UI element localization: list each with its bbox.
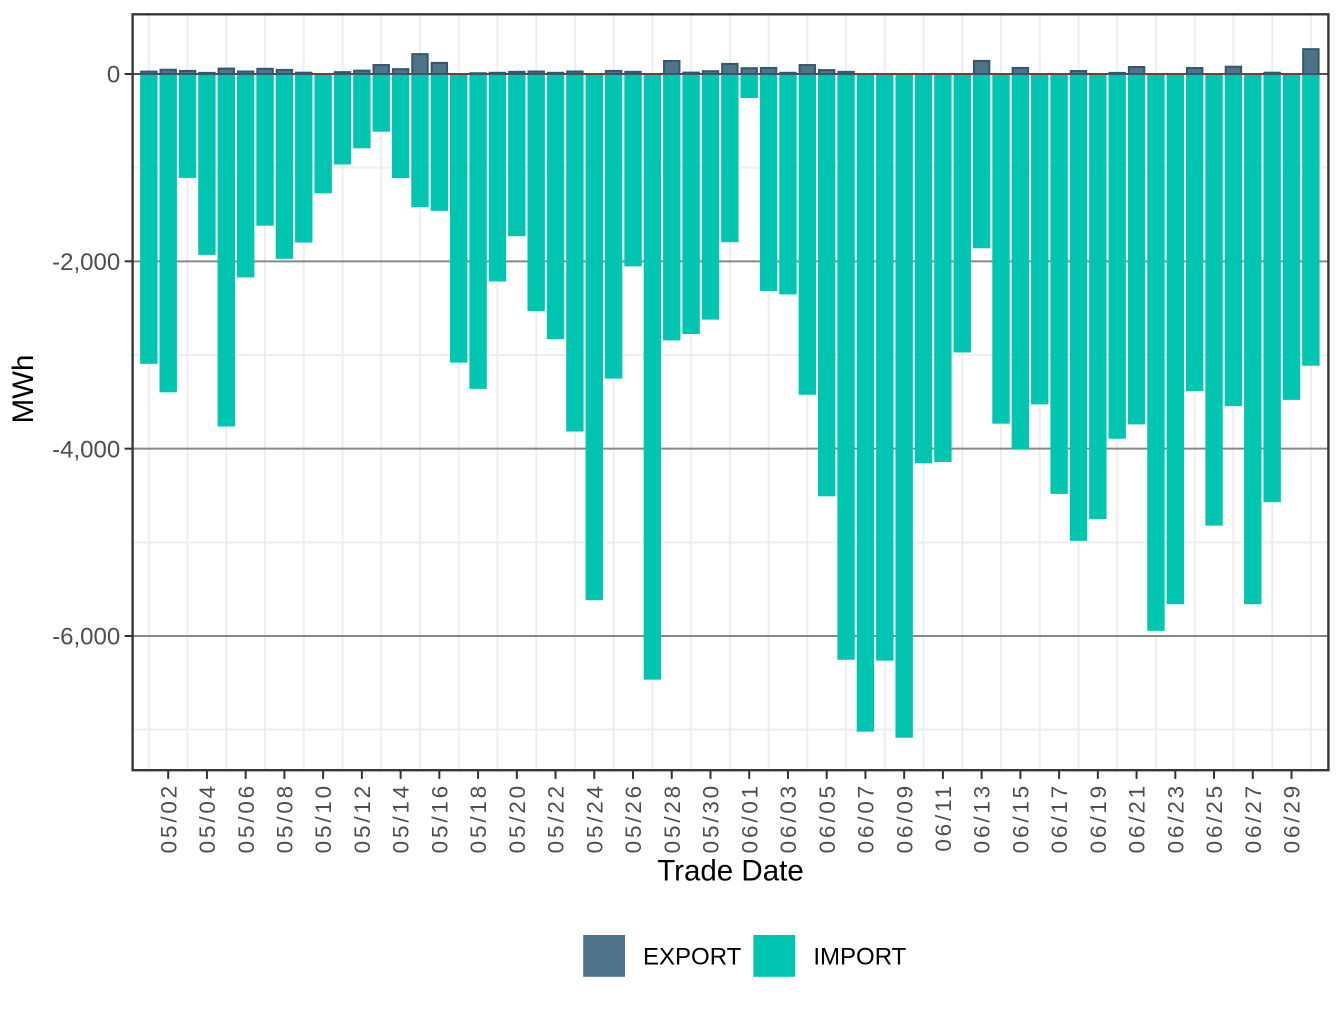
svg-text:06/05: 06/05 [815,783,840,853]
svg-text:06/29: 06/29 [1280,783,1305,853]
svg-text:EXPORT: EXPORT [643,944,742,971]
svg-text:06/27: 06/27 [1241,783,1266,853]
svg-text:-6,000: -6,000 [52,624,120,651]
svg-text:05/26: 05/26 [621,783,646,853]
svg-text:-2,000: -2,000 [52,249,120,276]
svg-text:06/15: 06/15 [1008,783,1033,853]
svg-text:05/04: 05/04 [195,783,220,853]
svg-text:06/19: 06/19 [1086,783,1111,853]
svg-text:06/13: 06/13 [970,783,995,853]
svg-text:05/28: 05/28 [660,783,685,853]
svg-text:MWh: MWh [7,355,40,424]
svg-text:06/07: 06/07 [854,783,879,853]
svg-text:06/17: 06/17 [1047,783,1072,853]
svg-text:05/16: 05/16 [427,783,452,853]
svg-text:-4,000: -4,000 [52,436,120,463]
svg-text:05/08: 05/08 [273,783,298,853]
svg-text:05/14: 05/14 [389,783,414,853]
svg-text:06/01: 06/01 [737,783,762,853]
svg-text:0: 0 [107,62,120,89]
svg-text:06/23: 06/23 [1163,783,1188,853]
svg-text:06/25: 06/25 [1202,783,1227,853]
svg-text:IMPORT: IMPORT [813,944,906,971]
svg-text:05/18: 05/18 [466,783,491,853]
svg-text:05/20: 05/20 [505,783,530,853]
svg-text:05/06: 05/06 [234,783,259,853]
svg-text:05/22: 05/22 [544,783,569,853]
svg-text:Trade Date: Trade Date [657,855,803,888]
svg-text:06/03: 06/03 [776,783,801,853]
svg-text:05/12: 05/12 [350,783,375,853]
svg-text:06/11: 06/11 [931,783,956,852]
svg-text:05/10: 05/10 [311,783,336,853]
svg-text:06/21: 06/21 [1125,783,1150,853]
svg-text:05/30: 05/30 [699,783,724,853]
svg-text:05/02: 05/02 [156,783,181,853]
svg-text:06/09: 06/09 [892,783,917,853]
svg-text:05/24: 05/24 [582,783,607,853]
